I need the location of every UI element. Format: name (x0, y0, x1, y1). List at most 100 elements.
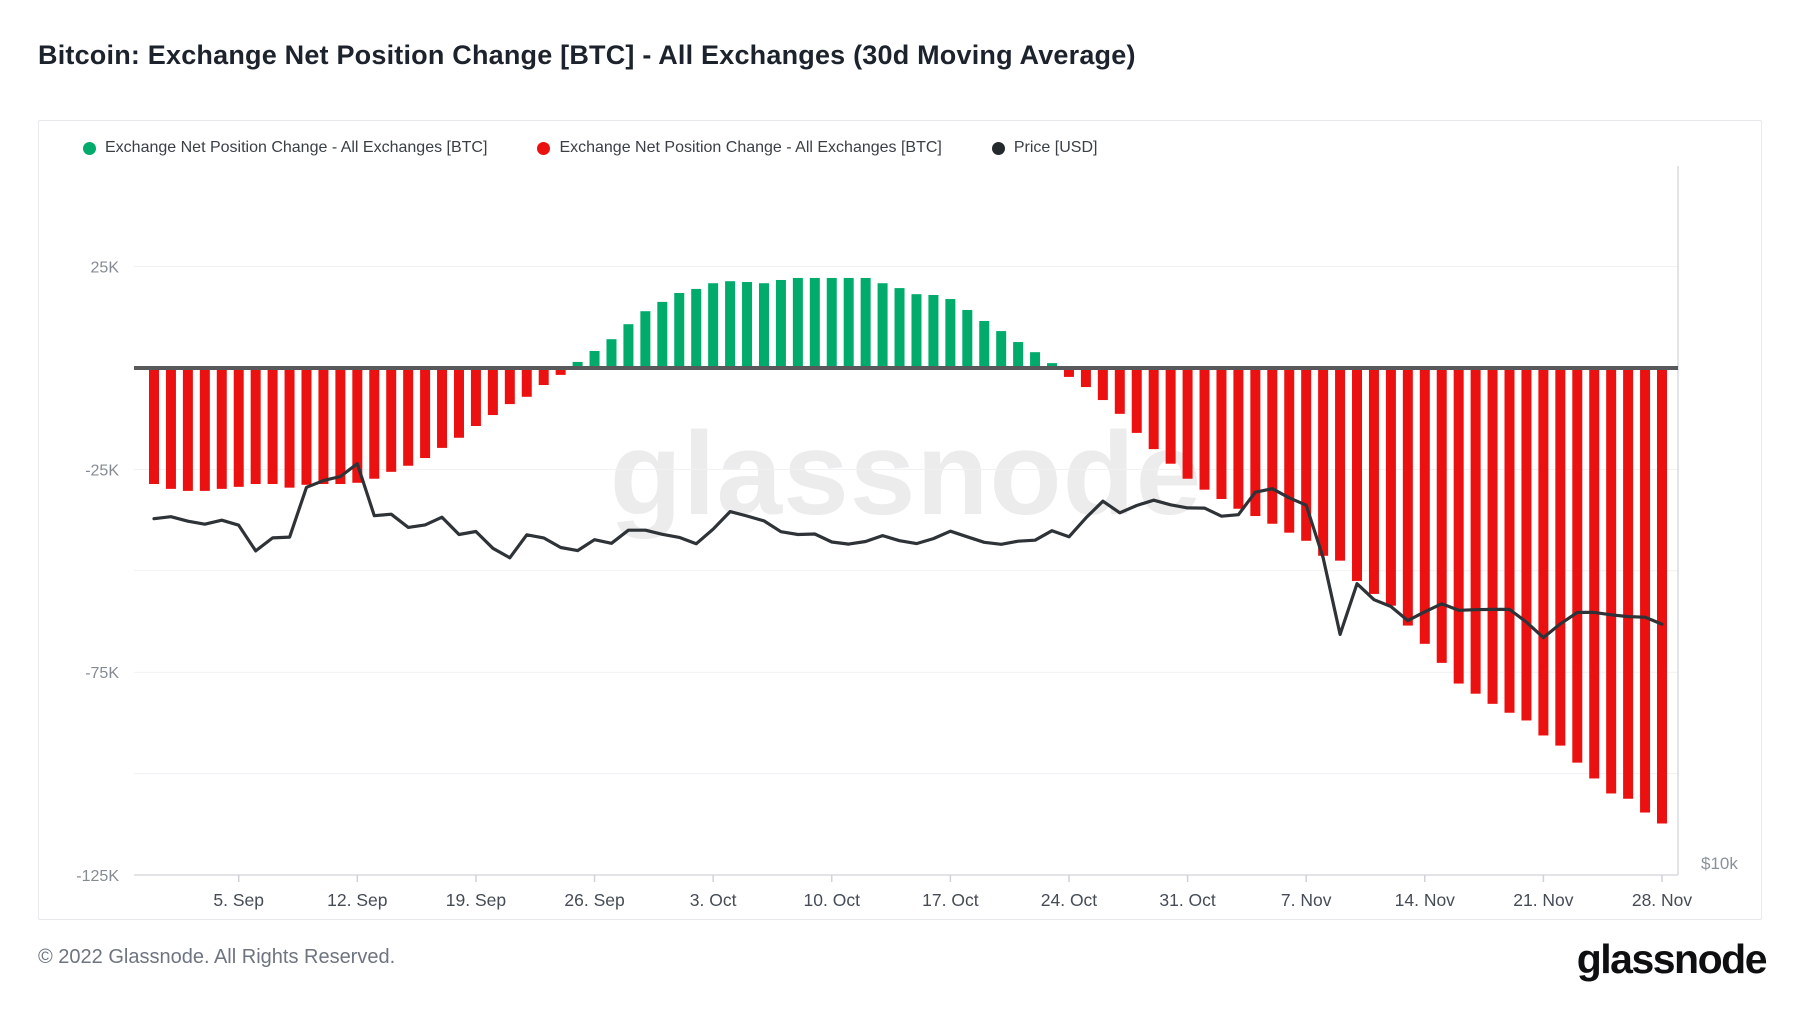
legend-item-net-position-positive[interactable]: Exchange Net Position Change - All Excha… (83, 139, 487, 157)
bar-2022-11-01[interactable] (1199, 368, 1210, 490)
bar-2022-11-05[interactable] (1267, 368, 1278, 524)
bar-2022-09-19[interactable] (470, 368, 481, 427)
bar-2022-11-25[interactable] (1606, 368, 1617, 794)
bar-2022-11-23[interactable] (1572, 368, 1583, 763)
bar-2022-09-10[interactable] (318, 368, 329, 485)
bar-2022-11-22[interactable] (1555, 368, 1566, 746)
bar-2022-09-14[interactable] (386, 368, 397, 472)
bar-2022-09-15[interactable] (403, 368, 414, 466)
bar-2022-10-08[interactable] (792, 277, 803, 368)
bar-2022-10-21[interactable] (1013, 342, 1024, 368)
bar-2022-10-06[interactable] (758, 283, 769, 368)
bar-2022-11-17[interactable] (1470, 368, 1481, 694)
bar-2022-11-27[interactable] (1640, 368, 1651, 813)
bar-2022-09-04[interactable] (216, 368, 227, 489)
bar-2022-09-27[interactable] (606, 339, 617, 368)
bar-2022-11-04[interactable] (1250, 368, 1261, 517)
bar-2022-11-06[interactable] (1284, 368, 1295, 533)
x-axis-tick-label: 17. Oct (922, 890, 979, 910)
legend-item-net-position-negative[interactable]: Exchange Net Position Change - All Excha… (537, 139, 942, 157)
bar-2022-10-09[interactable] (809, 277, 820, 368)
legend-item-price[interactable]: Price [USD] (991, 139, 1097, 157)
footer-copyright: © 2022 Glassnode. All Rights Reserved. (38, 946, 396, 968)
bar-2022-09-07[interactable] (267, 368, 278, 485)
bar-2022-10-24[interactable] (1063, 368, 1074, 377)
bar-2022-10-13[interactable] (877, 283, 888, 368)
bar-2022-10-19[interactable] (979, 320, 990, 368)
bar-2022-09-21[interactable] (504, 368, 515, 405)
bar-2022-09-24[interactable] (555, 368, 566, 375)
bar-2022-10-17[interactable] (945, 299, 956, 368)
bar-2022-09-12[interactable] (352, 368, 363, 483)
bar-2022-09-30[interactable] (657, 301, 668, 368)
price-line[interactable] (152, 462, 1664, 640)
bar-2022-10-26[interactable] (1097, 368, 1108, 401)
bar-2022-11-08[interactable] (1318, 368, 1329, 556)
bar-2022-11-18[interactable] (1487, 368, 1498, 704)
legend-label: Exchange Net Position Change - All Excha… (105, 139, 488, 156)
bar-2022-10-02[interactable] (691, 288, 702, 368)
bar-2022-11-10[interactable] (1352, 368, 1363, 581)
bar-2022-11-19[interactable] (1504, 368, 1515, 713)
bar-2022-09-03[interactable] (199, 368, 210, 491)
bar-2022-09-16[interactable] (420, 368, 431, 459)
bar-2022-11-09[interactable] (1335, 368, 1346, 561)
bar-2022-11-11[interactable] (1368, 368, 1379, 594)
bar-2022-11-07[interactable] (1301, 368, 1312, 541)
bar-2022-10-28[interactable] (1131, 368, 1142, 433)
legend-dot-black-icon (991, 141, 1005, 155)
bar-2022-11-26[interactable] (1623, 368, 1634, 799)
bar-2022-09-09[interactable] (301, 368, 312, 485)
bar-2022-09-01[interactable] (165, 368, 176, 489)
bar-2022-11-21[interactable] (1538, 368, 1549, 736)
bar-2022-10-16[interactable] (928, 294, 939, 368)
bar-2022-11-02[interactable] (1216, 368, 1227, 500)
bar-2022-11-03[interactable] (1233, 368, 1244, 509)
bar-2022-09-18[interactable] (453, 368, 464, 438)
bar-2022-11-15[interactable] (1436, 368, 1447, 663)
bar-2022-10-05[interactable] (742, 282, 753, 368)
bar-2022-10-20[interactable] (996, 331, 1007, 368)
bar-2022-10-29[interactable] (1148, 368, 1159, 450)
bar-2022-09-11[interactable] (335, 368, 346, 485)
bar-2022-09-20[interactable] (487, 368, 498, 416)
bar-2022-09-13[interactable] (369, 368, 380, 479)
bar-2022-09-26[interactable] (589, 350, 600, 368)
bar-2022-10-15[interactable] (911, 294, 922, 368)
bar-2022-10-23[interactable] (1047, 363, 1058, 368)
bar-2022-11-14[interactable] (1419, 368, 1430, 644)
bar-2022-11-13[interactable] (1402, 368, 1413, 626)
bar-2022-10-01[interactable] (674, 292, 685, 368)
bar-2022-10-12[interactable] (860, 277, 871, 368)
bar-2022-10-04[interactable] (725, 281, 736, 368)
plot-area[interactable]: 25K -25K -75K -125K 5. Sep 12. Sep 19. Sep 26. … (39, 121, 1761, 919)
bar-2022-10-22[interactable] (1030, 352, 1041, 368)
bar-2022-11-28[interactable] (1657, 368, 1667, 824)
bar-2022-10-07[interactable] (775, 279, 786, 368)
bar-2022-10-25[interactable] (1080, 368, 1091, 388)
bar-2022-09-06[interactable] (250, 368, 261, 485)
bar-2022-10-31[interactable] (1182, 368, 1193, 479)
bar-2022-09-29[interactable] (640, 311, 651, 368)
bar-2022-09-25[interactable] (572, 361, 583, 368)
bar-2022-10-14[interactable] (894, 288, 905, 368)
bar-2022-11-12[interactable] (1385, 368, 1396, 606)
bar-2022-09-23[interactable] (538, 368, 549, 386)
bar-2022-08-31[interactable] (149, 368, 159, 485)
bar-2022-10-10[interactable] (826, 277, 837, 368)
bar-2022-09-05[interactable] (233, 368, 244, 487)
bar-2022-09-17[interactable] (437, 368, 448, 448)
bar-2022-09-28[interactable] (623, 324, 634, 368)
bar-2022-10-11[interactable] (843, 277, 854, 368)
bar-2022-11-20[interactable] (1521, 368, 1532, 721)
bar-2022-10-27[interactable] (1114, 368, 1125, 414)
bar-2022-11-24[interactable] (1589, 368, 1600, 779)
bar-2022-09-02[interactable] (182, 368, 193, 491)
bar-2022-09-22[interactable] (521, 368, 532, 397)
bar-2022-10-03[interactable] (708, 283, 719, 368)
bar-2022-10-30[interactable] (1165, 368, 1176, 464)
bar-2022-09-08[interactable] (284, 368, 295, 488)
bar-2022-10-18[interactable] (962, 309, 973, 368)
bar-2022-11-16[interactable] (1453, 368, 1464, 684)
